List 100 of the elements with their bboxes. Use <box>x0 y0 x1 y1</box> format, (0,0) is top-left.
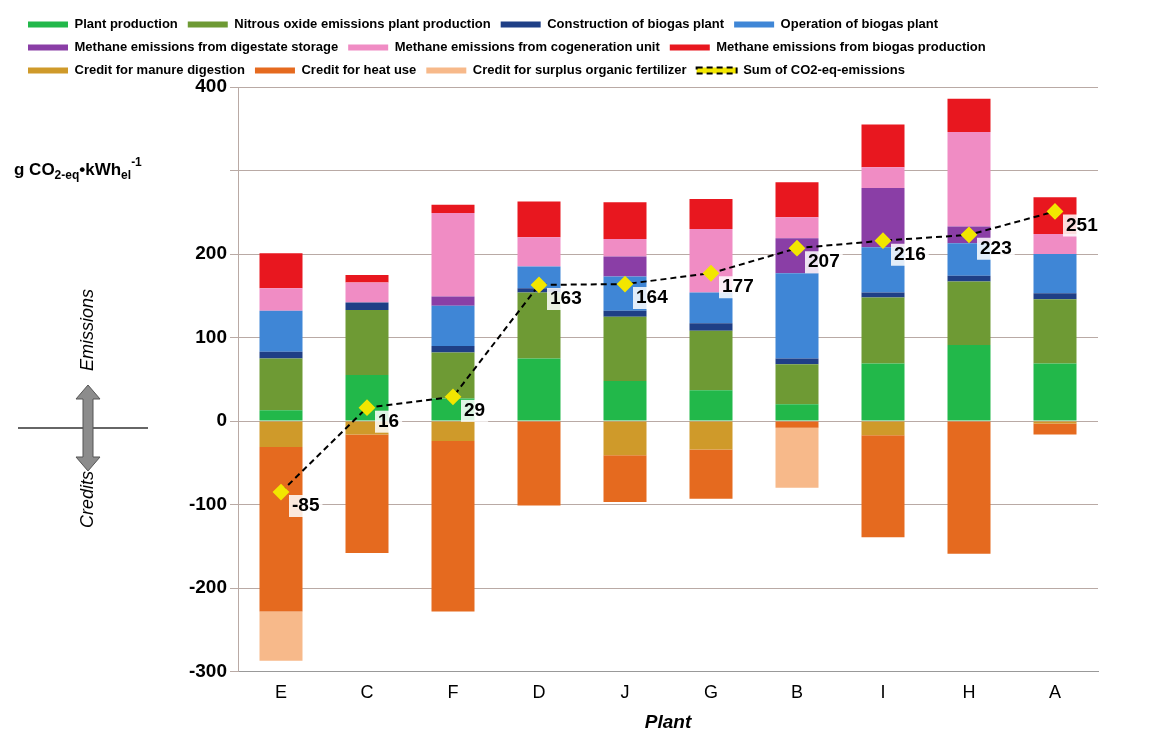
data-label: 29 <box>464 399 486 421</box>
bar <box>689 330 733 391</box>
point <box>875 232 891 249</box>
bar <box>1033 299 1077 364</box>
x-tick-label: G <box>703 682 719 703</box>
bar <box>1033 233 1077 255</box>
legend-label: Methane emissions from cogeneration unit <box>394 39 661 55</box>
bar <box>861 421 905 436</box>
bar <box>431 296 475 306</box>
bar <box>775 364 819 405</box>
data-label: 223 <box>980 237 1012 259</box>
bar <box>345 309 389 376</box>
bar <box>947 345 991 421</box>
bar <box>689 421 733 450</box>
bar <box>517 201 561 238</box>
bar <box>603 455 647 503</box>
legend-label: Credit for manure digestion <box>74 62 246 78</box>
bar <box>1033 423 1077 435</box>
bar <box>259 421 303 447</box>
legend-label: Methane emissions from biogas production <box>716 39 986 55</box>
data-label: 216 <box>894 242 926 264</box>
x-tick-label: C <box>360 682 374 703</box>
bar <box>431 213 475 297</box>
bar <box>775 358 819 365</box>
x-tick-label: J <box>620 682 630 703</box>
bar <box>345 434 389 554</box>
x-tick-label: A <box>1048 682 1062 703</box>
data-label: 163 <box>550 287 582 309</box>
bar <box>345 282 389 303</box>
bar <box>689 323 733 331</box>
text: Credits <box>77 471 97 529</box>
bar <box>603 421 647 456</box>
legend-label: Plant production <box>74 16 178 32</box>
x-tick-label: E <box>274 682 288 703</box>
bar <box>259 410 303 421</box>
bar <box>689 198 733 229</box>
text: Emissions <box>77 289 97 372</box>
x-tick-label: F <box>447 682 459 703</box>
y-tick-label: -100 <box>188 492 227 514</box>
bar <box>431 345 475 353</box>
bar <box>1033 254 1077 294</box>
x-tick-label: I <box>880 682 886 703</box>
bar <box>1033 363 1077 421</box>
bar <box>947 281 991 346</box>
bar <box>1033 421 1077 424</box>
y-tick-label: 100 <box>195 325 227 347</box>
bar <box>603 256 647 277</box>
legend-label: Operation of biogas plant <box>780 16 939 32</box>
bar <box>603 316 647 381</box>
bar <box>775 182 819 218</box>
bar <box>775 273 819 359</box>
point <box>617 276 633 293</box>
legend-label: Credit for surplus organic fertilizer <box>472 62 687 78</box>
point <box>273 484 289 501</box>
bar <box>947 98 991 133</box>
bar <box>775 404 819 421</box>
y-tick-label: -200 <box>188 576 227 598</box>
bar <box>947 421 991 554</box>
bar <box>689 449 733 499</box>
bar <box>861 124 905 168</box>
data-label: 251 <box>1066 213 1099 235</box>
data-label: 16 <box>378 409 400 431</box>
bar <box>861 188 905 248</box>
bar <box>861 292 905 298</box>
bar <box>259 310 303 352</box>
x-axis-title: Plant <box>644 710 692 732</box>
data-label: -85 <box>292 494 320 516</box>
x-tick-label: D <box>532 682 546 703</box>
legend-label: Sum of CO2-eq-emissions <box>743 62 905 78</box>
bar <box>259 611 303 661</box>
legend-label: Methane emissions from digestate storage <box>74 39 339 55</box>
bar <box>603 380 647 421</box>
bar <box>603 310 647 317</box>
bar <box>431 204 475 214</box>
bar <box>431 421 475 442</box>
bar <box>775 421 819 428</box>
point <box>445 388 461 405</box>
bar <box>861 297 905 364</box>
bar <box>689 390 733 421</box>
bar <box>517 237 561 267</box>
bar <box>861 167 905 189</box>
bar <box>259 288 303 311</box>
bar <box>431 305 475 346</box>
bar <box>689 292 733 324</box>
data-label: 164 <box>636 286 669 308</box>
legend-label: Nitrous oxide emissions plant production <box>234 16 491 32</box>
data-label: 177 <box>722 275 754 297</box>
x-tick-label: H <box>962 682 976 703</box>
y-tick-label: 0 <box>216 409 227 431</box>
bar <box>259 253 303 289</box>
y-tick-label: -300 <box>188 659 227 681</box>
point <box>703 265 719 282</box>
data-label: 207 <box>808 250 840 272</box>
bar <box>345 274 389 283</box>
bar <box>259 351 303 359</box>
legend-label: Construction of biogas plant <box>547 16 725 32</box>
bar <box>1033 293 1077 300</box>
y-tick-label: 200 <box>195 242 227 264</box>
x-tick-label: B <box>790 682 804 703</box>
bar <box>517 421 561 506</box>
